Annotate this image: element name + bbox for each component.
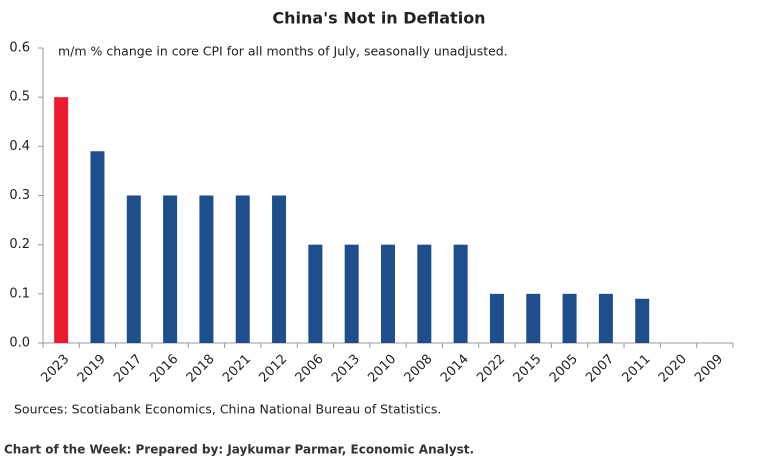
bar	[90, 151, 105, 343]
y-tick-label: 0.5	[9, 90, 30, 105]
subtitle: m/m % change in core CPI for all months …	[58, 44, 508, 59]
x-tick-label: 2009	[692, 352, 726, 386]
bar	[635, 298, 650, 343]
y-tick-label: 0.2	[9, 237, 30, 252]
x-tick-label: 2019	[75, 352, 109, 386]
bar	[489, 293, 504, 343]
y-tick-label: 0.6	[9, 41, 30, 56]
x-tick-label: 2018	[184, 352, 218, 386]
bar	[308, 244, 323, 343]
x-tick-label: 2007	[583, 352, 617, 386]
x-tick-label: 2015	[511, 352, 545, 386]
x-tick-label: 2016	[147, 352, 181, 386]
x-tick-label: 2012	[256, 352, 290, 386]
footer: Chart of the Week: Prepared by: Jaykumar…	[4, 443, 474, 457]
y-tick-label: 0.1	[9, 286, 30, 301]
bar	[453, 244, 468, 343]
bar	[598, 293, 613, 343]
x-tick-label: 2017	[111, 352, 145, 386]
bar	[526, 293, 541, 343]
y-tick-label: 0.3	[9, 188, 30, 203]
x-tick-label: 2023	[38, 352, 72, 386]
bar	[54, 97, 69, 344]
bar	[199, 195, 214, 343]
bar	[344, 244, 359, 343]
y-tick-label: 0.4	[9, 139, 30, 154]
x-tick-label: 2014	[438, 352, 472, 386]
bar	[381, 244, 395, 343]
x-tick-label: 2011	[620, 352, 654, 386]
x-tick-label: 2010	[365, 352, 399, 386]
chart-title: China's Not in Deflation	[272, 9, 485, 28]
bar	[417, 244, 432, 343]
bar	[163, 195, 178, 343]
source: Sources: Scotiabank Economics, China Nat…	[14, 402, 441, 417]
bar	[235, 195, 250, 343]
y-tick-label: 0.0	[9, 336, 30, 351]
x-tick-label: 2008	[402, 352, 436, 386]
x-tick-label: 2006	[293, 352, 327, 386]
x-tick-label: 2021	[220, 352, 254, 386]
x-tick-label: 2020	[656, 352, 690, 386]
x-tick-label: 2022	[474, 352, 508, 386]
bar	[562, 293, 577, 343]
bar	[126, 195, 141, 343]
bar	[272, 195, 287, 343]
x-tick-label: 2005	[547, 352, 581, 386]
x-tick-label: 2013	[329, 352, 363, 386]
